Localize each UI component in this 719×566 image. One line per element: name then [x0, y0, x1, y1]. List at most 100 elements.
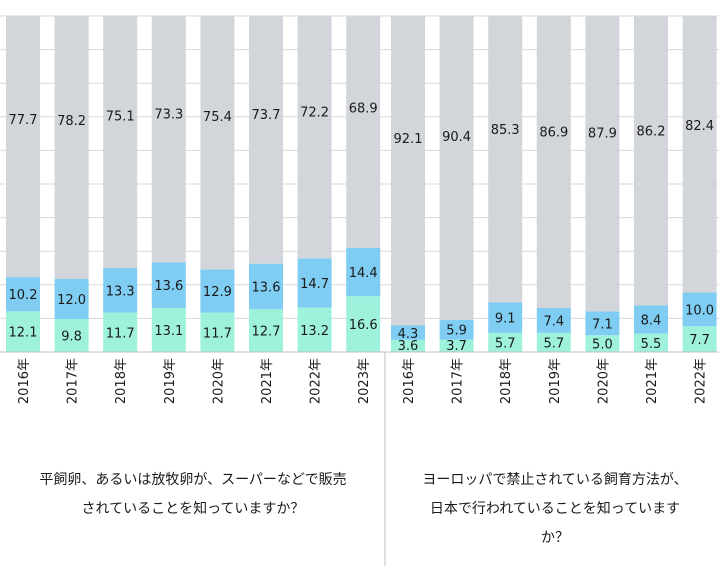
value-label: 72.2 [300, 106, 329, 121]
value-label: 7.4 [543, 314, 564, 329]
value-label: 12.9 [203, 285, 232, 300]
bar-segment-2-6-1 [634, 333, 668, 352]
value-label: 13.1 [154, 324, 183, 339]
bar-segment-2-1-3 [391, 16, 425, 326]
bar-segment-2-2-1 [439, 339, 474, 352]
bar-segment-2-2-3 [439, 16, 474, 320]
value-label: 8.4 [641, 313, 662, 328]
category-tick-label: 2018年 [499, 358, 514, 404]
value-label: 3.7 [446, 339, 467, 354]
bar-segment-2-1-1 [391, 339, 425, 352]
category-tick-label: 2023年 [357, 358, 372, 404]
value-label: 82.4 [685, 119, 714, 134]
value-label: 85.3 [491, 123, 520, 138]
bar-segment-1-5-1 [200, 312, 235, 352]
category-tick-label: 2020年 [596, 358, 611, 404]
tick-labels: 2016年 2017年 2018年 2019年 2020年 2021年 2022年 2023年… [17, 358, 709, 404]
bar-segment-1-7-3 [297, 15, 332, 259]
value-label: 16.6 [349, 318, 378, 333]
bar-segment-2-4-3 [536, 16, 571, 308]
bar-segment-2-7-1 [682, 326, 717, 352]
value-label: 10.0 [685, 303, 714, 318]
category-tick-label: 2019年 [163, 358, 178, 404]
value-label: 12.0 [57, 293, 86, 308]
value-label: 12.1 [9, 326, 38, 341]
value-label: 7.1 [592, 317, 613, 332]
bar-segment-2-7-2 [682, 292, 717, 327]
bar-segment-2-5-1 [585, 335, 620, 352]
value-label: 78.2 [57, 114, 86, 129]
bar-segment-2-1-2 [391, 325, 425, 340]
bar-segment-2-6-3 [634, 15, 668, 306]
value-label: 14.4 [349, 266, 378, 281]
bar-segment-1-4-2 [151, 262, 186, 308]
value-label: 9.8 [61, 330, 82, 345]
value-labels: 12.1 10.2 77.7 9.8 12.0 78.2 11.7 13.3 75.1 13.1 1… [9, 102, 715, 354]
value-label: 5.7 [543, 336, 564, 351]
value-label: 68.9 [349, 102, 378, 117]
category-tick-label: 2016年 [402, 358, 417, 404]
value-label: 13.2 [300, 324, 329, 339]
bar-segment-2-3-2 [488, 302, 523, 333]
right-question-line-2: 日本で行われていることを知っています [429, 501, 681, 517]
value-label: 75.1 [106, 110, 135, 125]
value-label: 11.7 [203, 326, 232, 341]
category-tick-label: 2021年 [260, 358, 275, 404]
bar-segment-2-4-2 [536, 307, 571, 333]
value-label: 10.2 [9, 288, 38, 303]
value-label: 3.6 [398, 339, 419, 354]
right-chart-question: ヨーロッパで禁止されている飼育方法が、 日本で行われていることを知っています か… [394, 466, 716, 553]
bar-segment-2-5-3 [585, 16, 620, 312]
bar-segment-2-3-1 [488, 332, 523, 352]
bar-segment-1-6-3 [249, 16, 283, 264]
bar-segment-2-6-2 [634, 305, 668, 334]
bar-segment-1-3-3 [103, 15, 138, 268]
value-label: 92.1 [394, 132, 423, 147]
bar-segment-1-2-1 [54, 319, 89, 352]
category-tick-label: 2017年 [66, 358, 81, 404]
value-label: 7.7 [689, 333, 710, 348]
bar-segment-1-2-2 [54, 278, 89, 320]
bar-segment-1-3-1 [103, 312, 138, 352]
bar-segment-1-3-2 [103, 268, 138, 313]
value-label: 87.9 [588, 127, 617, 142]
category-tick-label: 2021年 [645, 358, 660, 404]
bar-segment-1-7-2 [297, 258, 332, 308]
right-question-line-1: ヨーロッパで禁止されている飼育方法が、 [422, 472, 688, 488]
value-label: 5.7 [495, 336, 516, 351]
category-tick-label: 2016年 [17, 358, 32, 404]
bars [6, 15, 717, 352]
bar-segment-1-7-1 [297, 307, 332, 352]
bar-segment-2-7-3 [682, 15, 717, 293]
value-label: 5.9 [446, 324, 467, 339]
value-label: 5.5 [641, 337, 662, 352]
value-label: 13.6 [154, 279, 183, 294]
bar-segment-1-8-2 [346, 247, 381, 297]
left-question-line-2: されていることを知っていますか？ [81, 501, 305, 517]
bar-segment-1-1-2 [6, 277, 40, 312]
bar-segment-2-3-3 [488, 15, 523, 303]
category-tick-label: 2022年 [694, 358, 709, 404]
value-label: 4.3 [398, 327, 419, 342]
value-label: 86.2 [637, 124, 666, 139]
value-label: 73.3 [154, 107, 183, 122]
category-tick-label: 2017年 [451, 358, 466, 404]
category-tick-label: 2022年 [309, 358, 324, 404]
bar-segment-1-6-2 [249, 263, 283, 310]
left-question-line-1: 平飼卵、あるいは放牧卵が、スーパーなどで販売 [39, 472, 347, 488]
value-label: 90.4 [442, 130, 471, 145]
category-tick-label: 2020年 [211, 358, 226, 404]
bar-segment-1-8-1 [346, 296, 381, 352]
bar-segment-1-5-3 [200, 16, 235, 270]
bar-segment-1-4-1 [151, 307, 186, 352]
value-label: 13.6 [252, 280, 281, 295]
category-tick-label: 2019年 [548, 358, 563, 404]
value-label: 73.7 [252, 108, 281, 123]
bar-segment-1-1-3 [6, 16, 40, 278]
value-label: 12.7 [252, 325, 281, 340]
right-question-line-3: か？ [541, 530, 569, 546]
bar-segment-2-2-2 [439, 319, 474, 340]
value-label: 9.1 [495, 312, 516, 327]
value-label: 13.3 [106, 284, 135, 299]
value-label: 11.7 [106, 326, 135, 341]
